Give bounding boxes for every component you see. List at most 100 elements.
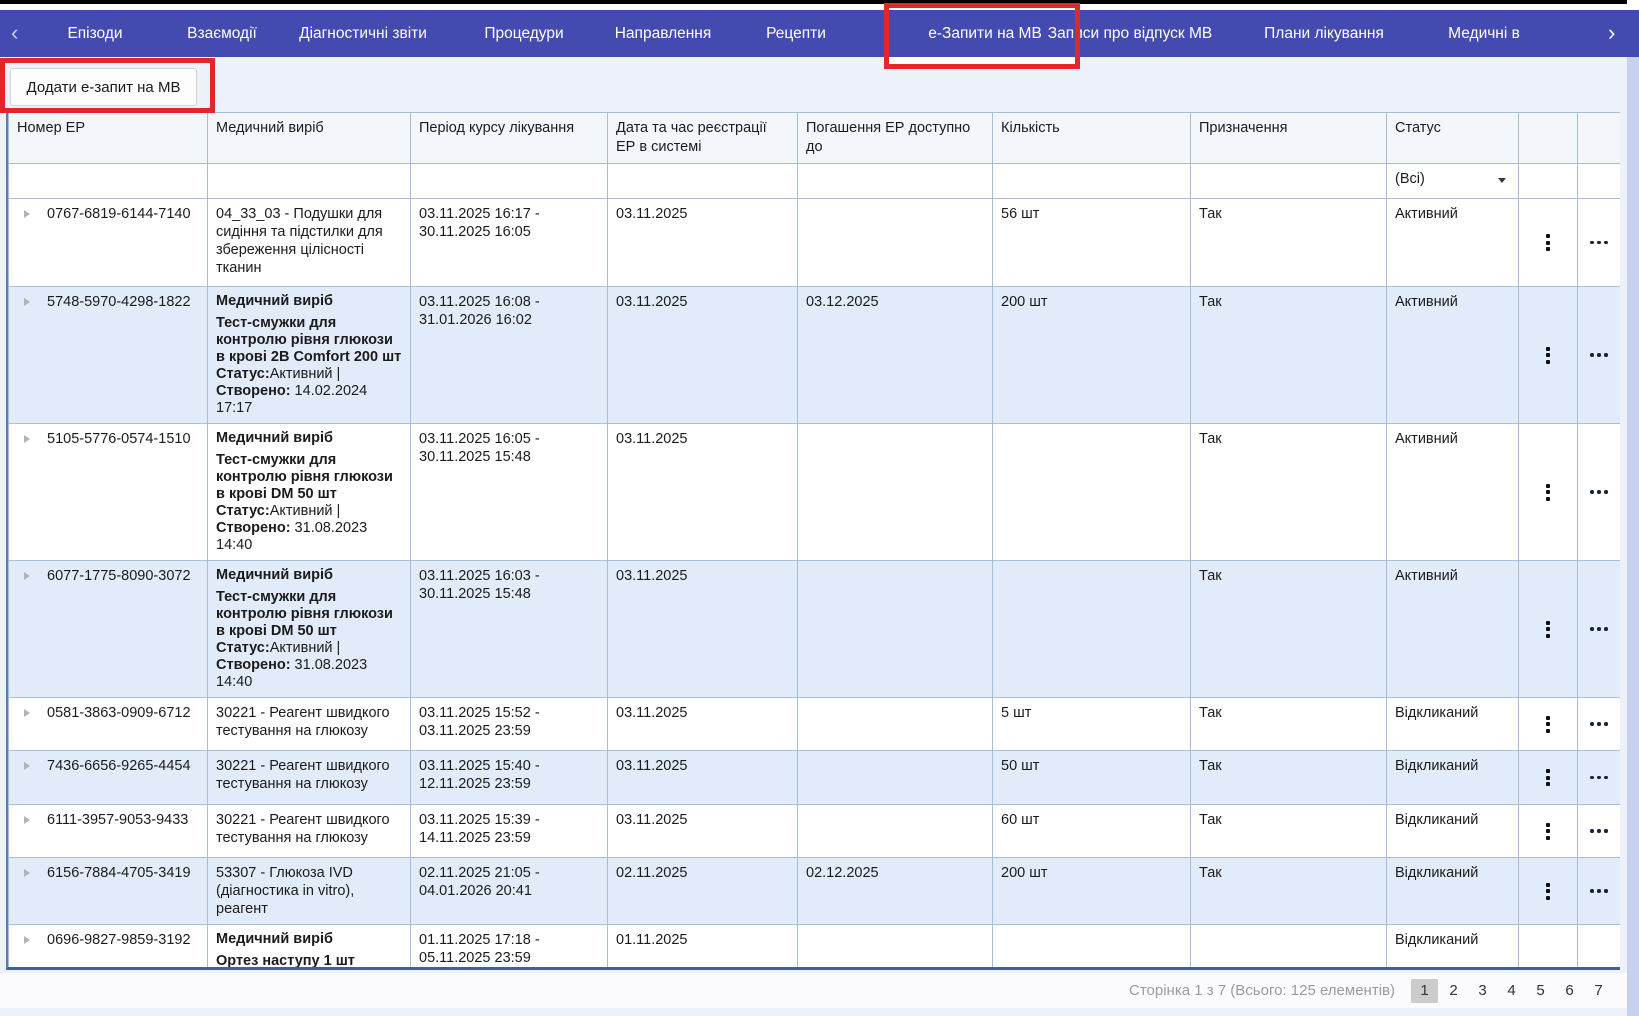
device-info: Медичний виріб Тест-смужки для контролю р… xyxy=(216,293,402,417)
row-more-button[interactable] xyxy=(1586,486,1612,498)
device-status-line: Статус:Активний | xyxy=(216,640,402,657)
column-header-quantity[interactable]: Кількість xyxy=(992,112,1191,164)
device-name: 30221 - Реагент швидкого тестування на г… xyxy=(216,758,390,792)
page-button-3[interactable]: 3 xyxy=(1478,981,1487,999)
row-more-button[interactable] xyxy=(1586,718,1612,730)
kebab-dot xyxy=(1546,775,1550,780)
row-menu-button[interactable] xyxy=(1527,345,1569,366)
page-button-5[interactable]: 5 xyxy=(1536,981,1545,999)
device-created-value: 14.02.2024 17:17 xyxy=(216,383,368,416)
row-menu-button[interactable] xyxy=(1527,714,1569,735)
cell-menu xyxy=(1518,857,1578,925)
kebab-dot xyxy=(1546,240,1550,245)
kebab-dot xyxy=(1546,346,1550,351)
kebab-dot xyxy=(1546,968,1550,971)
column-header-registered[interactable]: Дата та час реєстрації ЕР в системі xyxy=(607,112,798,164)
expand-row-icon[interactable] xyxy=(24,762,30,770)
device-kind: Медичний виріб xyxy=(216,293,333,309)
row-menu-button[interactable] xyxy=(1527,821,1569,842)
column-header-period[interactable]: Період курсу лікування xyxy=(410,112,608,164)
filter-device[interactable] xyxy=(207,163,411,199)
table-row: 6111-3957-9053-9433 30221 - Реагент швидк… xyxy=(8,804,1620,858)
filter-period[interactable] xyxy=(410,163,608,199)
status-filter-select[interactable]: (Всі) xyxy=(1386,163,1519,199)
cell-menu xyxy=(1518,286,1578,424)
column-header-device[interactable]: Медичний виріб xyxy=(207,112,411,164)
tab-6[interactable]: Рецепти xyxy=(766,25,826,42)
cell-quantity: 50 шт xyxy=(992,750,1191,805)
page-button-7[interactable]: 7 xyxy=(1594,981,1603,999)
cell-er-number: 6111-3957-9053-9433 xyxy=(8,804,208,858)
cell-registered: 03.11.2025 xyxy=(607,750,798,805)
expand-row-icon[interactable] xyxy=(24,435,30,443)
scrollbar[interactable] xyxy=(1627,57,1639,1016)
er-number: 7436-6656-9265-4454 xyxy=(47,758,191,774)
kebab-dot xyxy=(1546,728,1550,733)
expand-row-icon[interactable] xyxy=(24,210,30,218)
scroll-tabs-left-icon[interactable]: ‹ xyxy=(11,20,19,45)
filter-prescribed[interactable] xyxy=(1190,163,1387,199)
column-header-menu xyxy=(1518,112,1578,164)
tab-8[interactable]: Записи про відпуск МВ xyxy=(1047,25,1213,42)
more-dot xyxy=(1590,240,1594,245)
column-header-er-number[interactable]: Номер ЕР xyxy=(8,112,208,164)
page-button-4[interactable]: 4 xyxy=(1507,981,1516,999)
expand-row-icon[interactable] xyxy=(24,709,30,717)
kebab-dot xyxy=(1546,353,1550,357)
row-more-button[interactable] xyxy=(1586,237,1612,249)
cell-period: 01.11.2025 17:18 - 05.11.2025 23:59 xyxy=(410,924,608,967)
add-erequest-button[interactable]: Додати е-запит на МВ xyxy=(10,68,197,106)
tab-7-active[interactable]: е-Запити на МВ xyxy=(928,25,1042,42)
page-button-2[interactable]: 2 xyxy=(1449,981,1458,999)
tab-4[interactable]: Процедури xyxy=(484,25,564,42)
row-menu-button[interactable] xyxy=(1527,482,1569,503)
device-status-line: Статус:Активний | xyxy=(216,503,402,520)
expand-row-icon[interactable] xyxy=(24,816,30,824)
more-dot xyxy=(1604,490,1608,494)
cell-prescribed: Так xyxy=(1190,198,1387,287)
row-menu-button[interactable] xyxy=(1527,619,1569,640)
row-more-button[interactable] xyxy=(1586,825,1612,837)
page-button-6[interactable]: 6 xyxy=(1565,981,1574,999)
page-button-1[interactable]: 1 xyxy=(1411,978,1438,1003)
tab-2[interactable]: Взаємодії xyxy=(187,25,257,42)
expand-row-icon[interactable] xyxy=(24,936,30,944)
row-more-button[interactable] xyxy=(1586,349,1612,361)
cell-status: Активний xyxy=(1386,423,1519,561)
row-menu-button[interactable] xyxy=(1527,767,1569,788)
column-header-prescribed[interactable]: Призначення xyxy=(1190,112,1387,164)
column-header-redeem-until[interactable]: Погашення ЕР доступно до xyxy=(797,112,993,164)
row-more-button[interactable] xyxy=(1586,885,1612,897)
filter-registered[interactable] xyxy=(607,163,798,199)
row-menu-button[interactable] xyxy=(1527,232,1569,253)
cell-registered: 01.11.2025 xyxy=(607,924,798,967)
cell-period: 03.11.2025 15:39 - 14.11.2025 23:59 xyxy=(410,804,608,858)
row-menu-button[interactable] xyxy=(1527,881,1569,902)
row-more-button[interactable] xyxy=(1586,623,1612,635)
er-number: 6077-1775-8090-3072 xyxy=(47,568,191,584)
expand-row-icon[interactable] xyxy=(24,869,30,877)
cell-status: Активний xyxy=(1386,198,1519,287)
cell-device: Медичний виріб Тест-смужки для контролю р… xyxy=(207,560,411,698)
tab-5[interactable]: Направлення xyxy=(614,25,712,42)
cell-more xyxy=(1577,924,1620,967)
row-more-button[interactable] xyxy=(1586,772,1612,784)
cell-menu xyxy=(1518,198,1578,287)
filter-redeem-until[interactable] xyxy=(797,163,993,199)
tab-3[interactable]: Діагностичні звіти xyxy=(299,25,427,42)
tab-10[interactable]: Медичні в xyxy=(1448,25,1520,42)
scroll-tabs-right-icon[interactable]: › xyxy=(1608,20,1616,45)
window-top-strip xyxy=(0,0,1639,10)
filter-quantity[interactable] xyxy=(992,163,1191,199)
device-info: Медичний виріб Тест-смужки для контролю р… xyxy=(216,430,402,554)
device-status-label: Статус: xyxy=(216,366,270,382)
cell-status: Відкликаний xyxy=(1386,804,1519,858)
filter-er-number[interactable] xyxy=(8,163,208,199)
row-menu-button[interactable] xyxy=(1527,966,1569,971)
expand-row-icon[interactable] xyxy=(24,298,30,306)
tab-9[interactable]: Плани лікування xyxy=(1264,25,1384,42)
column-header-status[interactable]: Статус xyxy=(1386,112,1519,164)
tab-1[interactable]: Епізоди xyxy=(67,25,123,42)
expand-row-icon[interactable] xyxy=(24,572,30,580)
